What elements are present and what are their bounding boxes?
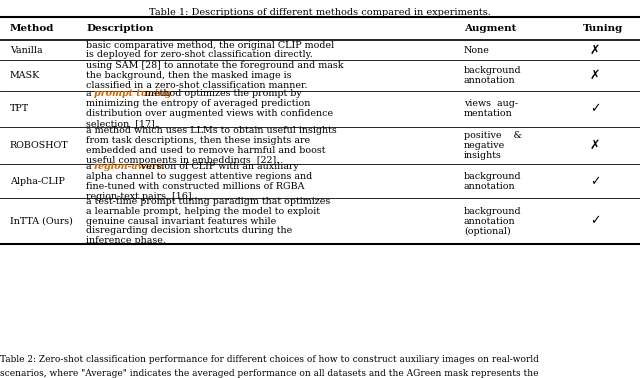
Text: minimizing the entropy of averaged prediction: minimizing the entropy of averaged predi… xyxy=(86,99,311,108)
Text: Description: Description xyxy=(86,24,154,33)
Text: background: background xyxy=(464,207,522,216)
Text: version of CLIP with an auxiliary: version of CLIP with an auxiliary xyxy=(138,162,300,171)
Text: a: a xyxy=(86,162,95,171)
Text: scenarios, where "Average" indicates the averaged performance on all datasets an: scenarios, where "Average" indicates the… xyxy=(0,369,538,378)
Text: ✓: ✓ xyxy=(590,215,600,228)
Text: method optimizes the prompt by: method optimizes the prompt by xyxy=(142,90,302,98)
Text: InTTA (Ours): InTTA (Ours) xyxy=(10,217,72,226)
Text: genuine causal invariant features while: genuine causal invariant features while xyxy=(86,217,276,226)
Text: basic comparative method, the original CLIP model: basic comparative method, the original C… xyxy=(86,41,335,50)
Text: selection  [17].: selection [17]. xyxy=(86,119,158,128)
Text: a test-time prompt tuning paradigm that optimizes: a test-time prompt tuning paradigm that … xyxy=(86,197,331,206)
Text: positive    &: positive & xyxy=(464,131,522,140)
Text: Vanilla: Vanilla xyxy=(10,46,42,54)
Text: prompt tuning: prompt tuning xyxy=(94,90,172,98)
Text: MASK: MASK xyxy=(10,71,40,80)
Text: annotation: annotation xyxy=(464,217,516,226)
Text: annotation: annotation xyxy=(464,76,516,85)
Text: using SAM [28] to annotate the foreground and mask: using SAM [28] to annotate the foregroun… xyxy=(86,61,344,70)
Text: ✗: ✗ xyxy=(590,69,600,82)
Text: a method which uses LLMs to obtain useful insights: a method which uses LLMs to obtain usefu… xyxy=(86,126,337,135)
Text: annotation: annotation xyxy=(464,182,516,191)
Text: region-text pairs  [16].: region-text pairs [16]. xyxy=(86,192,195,201)
Text: ✗: ✗ xyxy=(590,139,600,152)
Text: the background, then the masked image is: the background, then the masked image is xyxy=(86,71,292,80)
Text: Tuning: Tuning xyxy=(582,24,623,33)
Text: insights: insights xyxy=(464,151,502,160)
Text: ✓: ✓ xyxy=(590,102,600,115)
Text: inference phase.: inference phase. xyxy=(86,236,166,245)
Text: a learnable prompt, helping the model to exploit: a learnable prompt, helping the model to… xyxy=(86,207,321,216)
Text: Method: Method xyxy=(10,24,54,33)
Text: ✗: ✗ xyxy=(590,43,600,57)
Text: classified in a zero-shot classification manner.: classified in a zero-shot classification… xyxy=(86,81,308,90)
Text: (optional): (optional) xyxy=(464,226,511,235)
Text: distribution over augmented views with confidence: distribution over augmented views with c… xyxy=(86,109,333,118)
Text: embedded and used to remove harmful and boost: embedded and used to remove harmful and … xyxy=(86,146,326,155)
Text: a: a xyxy=(86,90,95,98)
Text: alpha channel to suggest attentive regions and: alpha channel to suggest attentive regio… xyxy=(86,172,313,181)
Text: fine-tuned with constructed millions of RGBA: fine-tuned with constructed millions of … xyxy=(86,182,305,191)
Text: from task descriptions, then these insights are: from task descriptions, then these insig… xyxy=(86,136,310,145)
Text: useful components in embeddings  [22].: useful components in embeddings [22]. xyxy=(86,156,280,165)
Text: TPT: TPT xyxy=(10,104,29,113)
Text: Alpha-CLIP: Alpha-CLIP xyxy=(10,177,65,186)
Text: background: background xyxy=(464,66,522,75)
Text: Augment: Augment xyxy=(464,24,516,33)
Text: is deployed for zero-shot classification directly.: is deployed for zero-shot classification… xyxy=(86,51,313,59)
Text: region-aware: region-aware xyxy=(94,162,164,171)
Text: disregarding decision shortcuts during the: disregarding decision shortcuts during t… xyxy=(86,226,292,235)
Text: background: background xyxy=(464,172,522,181)
Text: views  aug-: views aug- xyxy=(464,99,518,108)
Text: ROBOSHOT: ROBOSHOT xyxy=(10,141,68,150)
Text: negative: negative xyxy=(464,141,505,150)
Text: ✓: ✓ xyxy=(590,175,600,188)
Text: Table 2: Zero-shot classification performance for different choices of how to co: Table 2: Zero-shot classification perfor… xyxy=(0,355,539,364)
Text: Table 1: Descriptions of different methods compared in experiments.: Table 1: Descriptions of different metho… xyxy=(149,8,491,17)
Text: None: None xyxy=(464,46,490,54)
Text: mentation: mentation xyxy=(464,109,513,118)
